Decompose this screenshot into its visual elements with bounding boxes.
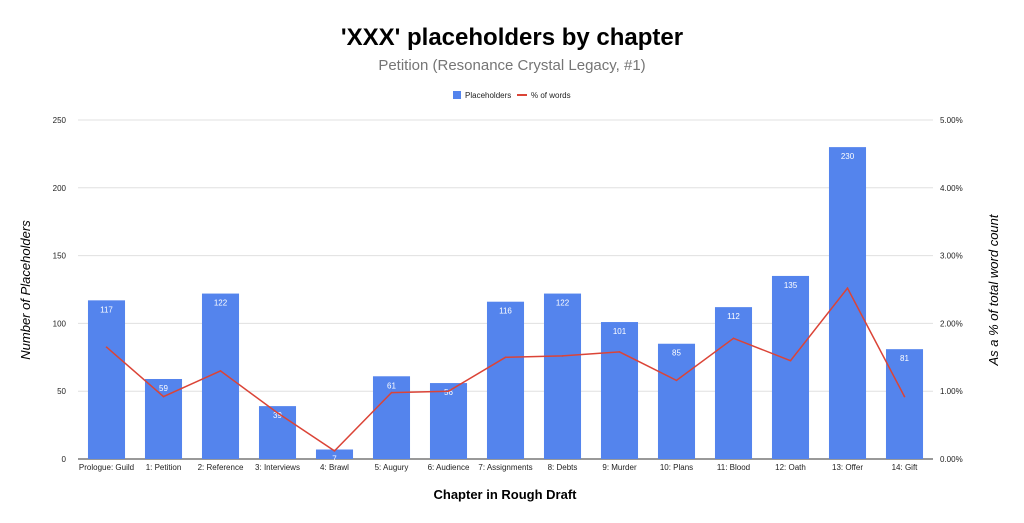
bar-value-label: 122: [214, 299, 228, 308]
percent-point: [903, 395, 906, 398]
x-tick-label: 8: Debts: [548, 463, 578, 472]
bar-value-label: 101: [613, 327, 627, 336]
chart-subtitle: Petition (Resonance Crystal Legacy, #1): [378, 57, 645, 74]
x-tick-label: 13: Offer: [832, 463, 863, 472]
bar-value-label: 81: [900, 354, 909, 363]
y2-tick-label: 1.00%: [940, 387, 963, 396]
percent-point: [219, 370, 222, 372]
x-tick-label: 9: Murder: [602, 463, 637, 472]
y-tick-label: 150: [53, 252, 67, 261]
bar-value-label: 122: [556, 299, 570, 308]
bar-value-label: 112: [727, 312, 740, 321]
x-tick-label: 7: Assignments: [478, 463, 532, 472]
chart-title: 'XXX' placeholders by chapter: [341, 24, 683, 51]
x-tick-label: 6: Audience: [428, 463, 470, 472]
bar-value-label: 61: [387, 381, 396, 390]
y2-tick-label: 2.00%: [940, 319, 963, 328]
x-tick-label: 12: Oath: [775, 463, 806, 472]
bar-value-label: 117: [100, 305, 113, 314]
bar: [714, 307, 753, 459]
x-tick-label: 5: Augury: [375, 463, 409, 472]
percent-point: [675, 379, 678, 382]
legend-label-placeholders: Placeholders: [465, 91, 511, 100]
bar: [600, 322, 639, 459]
legend-label-percent: % of words: [531, 91, 571, 100]
x-axis-ticks: Prologue: Guild 1: Petition 2: Reference 3:…: [79, 463, 918, 472]
percent-point: [447, 390, 450, 393]
percent-point: [618, 351, 621, 353]
y-tick-label: 50: [57, 387, 66, 396]
x-tick-label: 4: Brawl: [320, 463, 349, 472]
x-tick-label: 14: Gift: [892, 463, 919, 472]
x-tick-label: 11: Blood: [717, 463, 750, 472]
bar: [429, 383, 468, 459]
percent-point: [333, 450, 336, 452]
bar: [828, 147, 867, 459]
percent-point: [846, 287, 849, 289]
percent-point: [504, 356, 507, 359]
y-axis-left-ticks: 0 50 100 150 200 250: [53, 116, 67, 464]
y-tick-label: 100: [53, 319, 67, 328]
x-tick-label: 10: Plans: [660, 463, 693, 472]
bar-value-label: 7: [332, 455, 337, 464]
y-tick-label: 0: [62, 455, 67, 464]
x-tick-label: 3: Interviews: [255, 463, 300, 472]
bar-value-label: 39: [273, 411, 282, 420]
percent-line: [105, 286, 906, 452]
bar: [885, 349, 924, 459]
percent-point: [390, 391, 393, 394]
y-axis-right-ticks: 0.00% 1.00% 2.00% 3.00% 4.00% 5.00%: [940, 116, 963, 464]
bar: [543, 293, 582, 459]
legend-swatch-placeholders: [453, 91, 461, 99]
bar: [657, 343, 696, 459]
bar: [87, 300, 126, 459]
y2-tick-label: 5.00%: [940, 116, 963, 125]
percent-point: [789, 359, 792, 362]
bar-value-label: 85: [672, 349, 681, 358]
y2-tick-label: 4.00%: [940, 184, 963, 193]
bar-value-label: 230: [841, 152, 855, 161]
y2-tick-label: 3.00%: [940, 252, 963, 261]
x-axis-title: Chapter in Rough Draft: [434, 487, 578, 502]
y-tick-label: 250: [53, 116, 67, 125]
bar-value-label: 135: [784, 281, 798, 290]
percent-point: [732, 337, 735, 340]
legend: Placeholders % of words: [453, 91, 571, 100]
bar: [771, 275, 810, 459]
x-tick-label: 1: Petition: [146, 463, 182, 472]
bar: [372, 376, 411, 459]
y2-tick-label: 0.00%: [940, 455, 963, 464]
y-axis-left-title: Number of Placeholders: [18, 220, 33, 360]
bar-value-label: 116: [499, 307, 512, 316]
percent-point: [276, 412, 279, 414]
percent-point: [105, 346, 108, 348]
bar: [486, 301, 525, 459]
x-tick-label: Prologue: Guild: [79, 463, 134, 472]
percent-point: [162, 395, 165, 398]
percent-point: [561, 355, 564, 357]
y-tick-label: 200: [53, 184, 67, 193]
bar-value-label: 56: [444, 388, 453, 397]
bar-value-label: 59: [159, 384, 168, 393]
bar: [258, 406, 297, 459]
y-axis-right-title: As a % of total word count: [986, 213, 1001, 366]
x-tick-label: 2: Reference: [198, 463, 244, 472]
bar: [315, 449, 354, 459]
bar-data-labels: 117 59 122 39 7 61 56 116 122 101 85 112 135 230 81: [100, 152, 909, 463]
bar: [144, 378, 183, 459]
